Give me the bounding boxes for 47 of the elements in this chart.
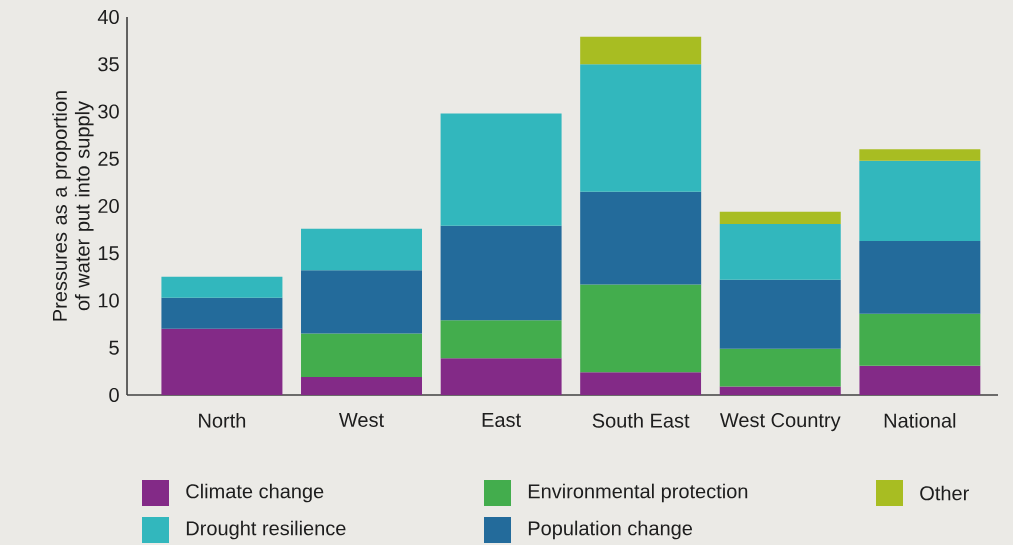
y-tick-label: 35 <box>98 57 119 72</box>
y-tick-label: 25 <box>98 151 119 166</box>
x-tick-label: East <box>482 413 521 427</box>
y-tick-label: 40 <box>97 9 119 25</box>
bar <box>580 372 702 395</box>
bar <box>440 113 562 226</box>
bar <box>440 358 562 395</box>
bar <box>859 240 981 314</box>
bar <box>859 365 981 395</box>
bar <box>859 160 981 241</box>
bar <box>440 320 562 359</box>
bar <box>580 64 702 192</box>
bar <box>580 191 702 285</box>
y-axis-title: Pressures as a proportion of water put into supply <box>52 91 94 321</box>
legend-label: Other <box>920 485 969 501</box>
bar <box>301 333 422 378</box>
bar <box>161 276 283 298</box>
bar <box>580 284 702 373</box>
bar <box>301 270 422 334</box>
bar <box>719 211 841 224</box>
y-tick-label: 15 <box>98 246 119 261</box>
bar <box>859 313 981 366</box>
legend-label: Population change <box>528 520 693 540</box>
x-tick-label: West Country <box>719 413 841 432</box>
x-tick-label: West <box>338 413 384 427</box>
bar <box>301 228 422 271</box>
x-tick-label: South East <box>592 413 690 428</box>
legend-label: Drought resilience <box>186 520 346 540</box>
bar <box>580 36 702 65</box>
y-tick-label: 10 <box>98 293 119 308</box>
bar <box>859 149 981 161</box>
y-tick-label: 20 <box>98 198 119 214</box>
y-tick-label: 0 <box>109 387 119 403</box>
bar <box>161 328 283 395</box>
bar <box>719 386 841 395</box>
y-tick-label: 30 <box>98 104 119 119</box>
legend-label: Environmental protection <box>528 483 748 503</box>
bar <box>161 297 283 329</box>
bar <box>440 225 562 321</box>
bar <box>719 348 841 387</box>
x-tick-label: National <box>884 413 956 428</box>
bar <box>301 377 422 395</box>
x-tick-label: North <box>199 413 246 428</box>
legend-label: Climate change <box>186 483 324 503</box>
y-tick-label: 5 <box>109 340 119 355</box>
bar <box>719 279 841 349</box>
bar <box>719 223 841 280</box>
